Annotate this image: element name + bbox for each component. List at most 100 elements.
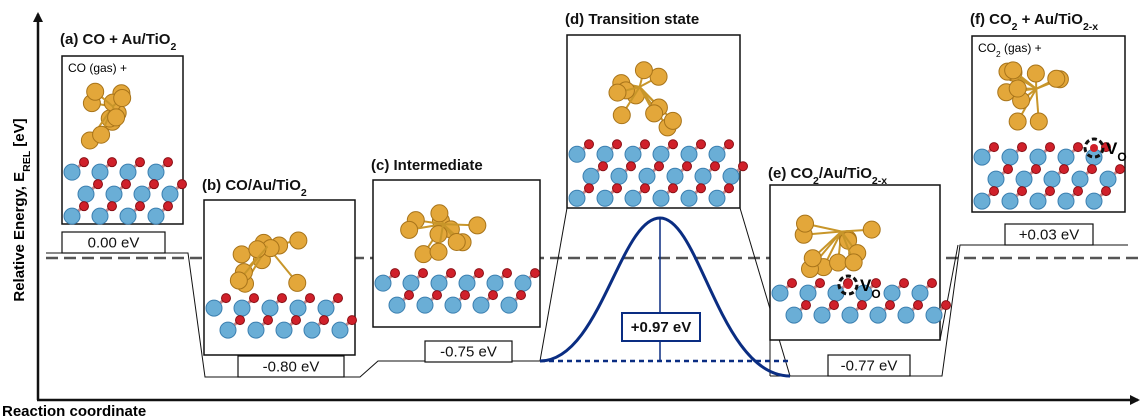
ti-atom [120, 208, 136, 224]
ti-atom [786, 307, 802, 323]
o-atom [419, 269, 428, 278]
subscript: 2-x [872, 175, 887, 187]
ti-atom [709, 146, 725, 162]
o-atom [250, 294, 259, 303]
energy-label: -0.77 eV [841, 358, 898, 375]
ti-atom [988, 171, 1004, 187]
o-atom [447, 269, 456, 278]
ti-atom [772, 285, 788, 301]
au-atom [415, 246, 432, 263]
o-atom [517, 291, 526, 300]
ti-atom [248, 322, 264, 338]
o-atom [655, 162, 664, 171]
text-part: [eV] [11, 118, 28, 151]
o-atom [641, 184, 650, 193]
ti-atom [318, 300, 334, 316]
x-axis-label: Reaction coordinate [2, 403, 146, 420]
ti-atom [597, 146, 613, 162]
ti-atom [64, 164, 80, 180]
panel-title: (f) CO2 + Au/TiO2-x [970, 11, 1098, 33]
au-atom [609, 84, 626, 101]
au-atom [431, 205, 448, 222]
ti-atom [375, 275, 391, 291]
o-atom [669, 140, 678, 149]
ti-atom [290, 300, 306, 316]
au-atom [87, 83, 104, 100]
panel-title: (b) CO/Au/TiO2 [202, 177, 307, 199]
ti-atom [106, 186, 122, 202]
au-atom [430, 243, 447, 260]
panel [972, 36, 1125, 212]
ti-atom [653, 190, 669, 206]
ti-atom [681, 146, 697, 162]
text-part: Relative Energy, E [11, 172, 28, 302]
ti-atom [974, 149, 990, 165]
au-atom [448, 233, 465, 250]
ti-atom [162, 186, 178, 202]
text-part: CO (gas) + [68, 61, 127, 75]
au-atom [1027, 65, 1044, 82]
o-atom [599, 162, 608, 171]
ti-atom [1058, 149, 1074, 165]
subscript: 2 [301, 187, 307, 199]
ti-atom [417, 297, 433, 313]
o-atom [164, 202, 173, 211]
ti-atom [569, 146, 585, 162]
ti-atom [800, 285, 816, 301]
ti-atom [459, 275, 475, 291]
ti-atom [611, 168, 627, 184]
energy-label: -0.75 eV [440, 344, 497, 361]
ti-atom [92, 208, 108, 224]
ti-atom [870, 307, 886, 323]
o-atom [531, 269, 540, 278]
o-atom [80, 202, 89, 211]
ti-atom [148, 208, 164, 224]
ti-atom [1030, 193, 1046, 209]
text-part: (gas) + [1001, 41, 1042, 55]
o-atom [348, 316, 357, 325]
ti-atom [1002, 193, 1018, 209]
o-atom [802, 301, 811, 310]
text-part: /Au/TiO [819, 165, 872, 182]
o-atom [108, 202, 117, 211]
panel [204, 200, 357, 355]
o-atom [627, 162, 636, 171]
ti-atom [332, 322, 348, 338]
o-atom [80, 158, 89, 167]
ti-atom [814, 307, 830, 323]
subscript: 2 [170, 41, 176, 53]
o-atom [222, 294, 231, 303]
ti-atom [473, 297, 489, 313]
ti-atom [842, 307, 858, 323]
o-atom [136, 202, 145, 211]
au-atom [845, 254, 862, 271]
ti-atom [639, 168, 655, 184]
au-atom [1009, 113, 1026, 130]
ti-atom [234, 300, 250, 316]
au-atom [635, 62, 652, 79]
o-atom [489, 291, 498, 300]
text-part: + Au/TiO [1018, 11, 1084, 28]
ti-atom [501, 297, 517, 313]
ti-atom [389, 297, 405, 313]
ti-atom [515, 275, 531, 291]
au-atom [469, 217, 486, 234]
o-atom [683, 162, 692, 171]
o-atom [1018, 187, 1027, 196]
au-atom [1048, 70, 1065, 87]
o-atom [405, 291, 414, 300]
vacancy-site [1090, 144, 1098, 152]
panel [62, 56, 187, 224]
ti-atom [695, 168, 711, 184]
ti-atom [625, 190, 641, 206]
panel [567, 35, 748, 208]
o-atom [585, 184, 594, 193]
ti-atom [403, 275, 419, 291]
text-part: V [1106, 139, 1118, 158]
ti-atom [1058, 193, 1074, 209]
ti-atom [926, 307, 942, 323]
ti-atom [569, 190, 585, 206]
o-atom [942, 301, 951, 310]
o-atom [306, 294, 315, 303]
ti-atom [625, 146, 641, 162]
